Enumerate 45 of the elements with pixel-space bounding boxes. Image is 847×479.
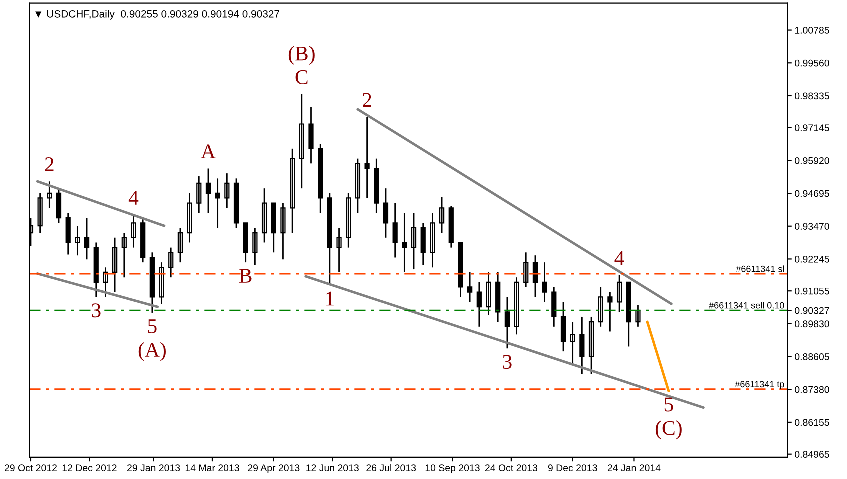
annotation: 4	[614, 251, 624, 266]
x-tick-label: 14 Mar 2013	[186, 464, 240, 472]
y-tick-label: 0.84965	[795, 451, 830, 458]
y-tick-label: 0.94695	[795, 190, 830, 198]
annotation: 1	[326, 292, 334, 306]
annotation: B	[240, 269, 252, 283]
annotation: 3	[92, 304, 101, 318]
x-tick-label: 9 Dec 2013	[548, 464, 598, 472]
y-tick-label: 0.97145	[795, 124, 830, 132]
y-tick-label: 0.86155	[795, 419, 830, 426]
x-tick-label: 24 Jan 2014	[608, 464, 661, 472]
ref-line-label: #6611341 sl	[736, 266, 784, 272]
y-tick-label: 1.00785	[795, 27, 830, 34]
y-tick-label: 0.87380	[795, 386, 830, 394]
annotation: (C)	[656, 420, 682, 440]
y-tick-label: 0.88605	[795, 354, 830, 360]
x-tick-label: 29 Jan 2013	[127, 464, 180, 472]
y-tick-label: 0.89830	[795, 320, 830, 328]
annotation: (A)	[138, 342, 166, 362]
y-tick-label: 0.99560	[795, 60, 830, 67]
y-tick-label: 0.90327	[795, 307, 830, 314]
annotation: 2	[45, 158, 54, 172]
annotation: A	[201, 144, 216, 158]
x-tick-label: 29 Apr 2013	[248, 464, 300, 474]
annotation: C	[296, 70, 308, 84]
text: ▼ USDCHF,Daily 0.90255 0.90329 0.90194 0.90327	[36, 10, 280, 20]
y-tick-label: 0.95920	[795, 157, 830, 164]
annotation: 2	[363, 93, 372, 108]
x-tick-label: 24 Oct 2013	[485, 464, 538, 472]
x-tick-label: 12 Dec 2012	[62, 464, 117, 472]
annotation: (B)	[288, 46, 315, 66]
y-tick-label: 0.92245	[795, 256, 830, 263]
y-tick-label: 0.98335	[795, 92, 830, 100]
x-tick-label: 10 Sep 2013	[426, 464, 480, 474]
x-tick-label: 29 Oct 2012	[4, 464, 57, 472]
annotation: 3	[503, 355, 512, 370]
annotation: 5	[664, 398, 674, 412]
annotation: 4	[128, 191, 139, 205]
ref-line-label: #6611341 tp	[735, 381, 784, 390]
x-tick-label: 12 Jun 2013	[306, 464, 359, 472]
annotation: 5	[148, 320, 157, 334]
x-tick-label: 26 Jul 2013	[366, 464, 416, 472]
ref-line-label: #6611341 sell 0.10	[709, 302, 784, 309]
y-tick-label: 0.91055	[795, 288, 830, 295]
y-tick-label: 0.93470	[795, 223, 830, 230]
